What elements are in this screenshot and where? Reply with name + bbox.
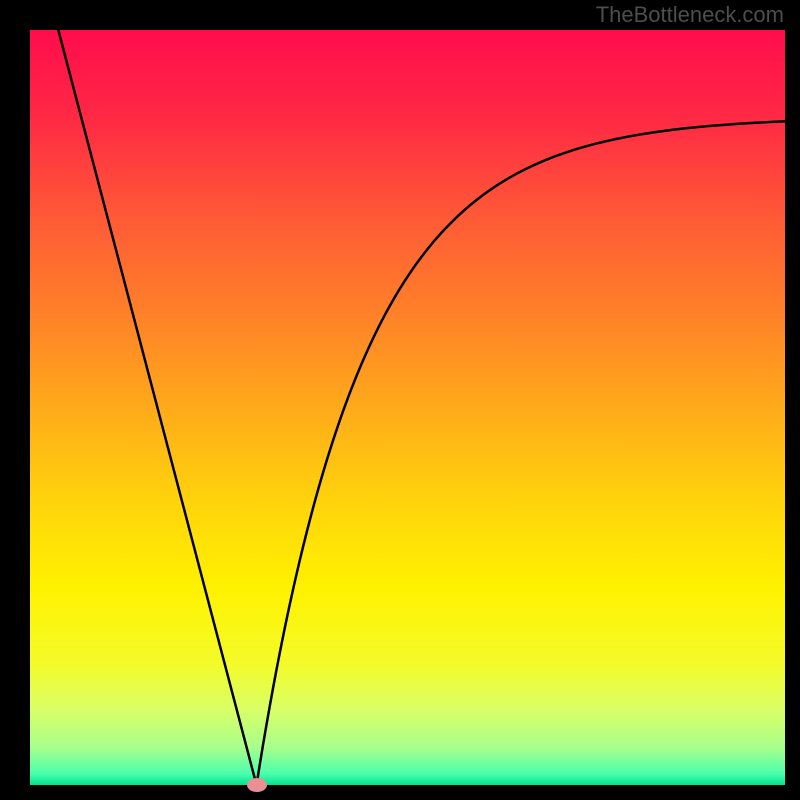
min-marker bbox=[247, 778, 267, 792]
attribution-text: TheBottleneck.com bbox=[596, 2, 784, 28]
plot-area bbox=[30, 30, 785, 785]
chart-frame: TheBottleneck.com bbox=[0, 0, 800, 800]
curve-svg bbox=[30, 30, 785, 785]
bottleneck-curve bbox=[58, 30, 785, 785]
